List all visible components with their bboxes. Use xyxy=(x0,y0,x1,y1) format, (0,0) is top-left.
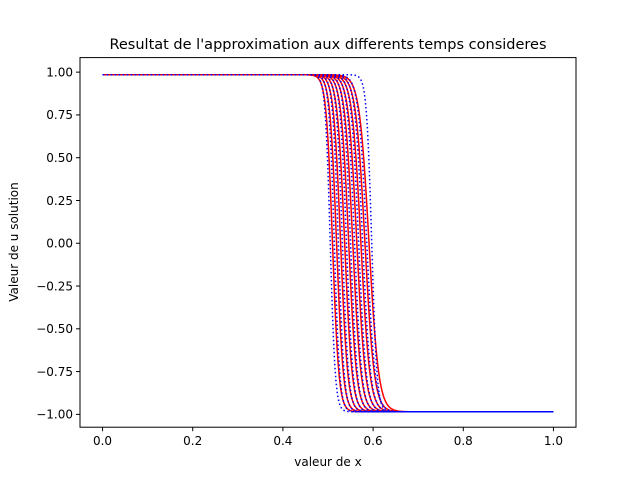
x-axis-label: valeur de x xyxy=(294,455,361,469)
series-layer xyxy=(102,73,554,413)
dotted-series-line-11 xyxy=(102,73,554,413)
chart-title: Resultat de l'approximation aux differen… xyxy=(109,37,546,53)
solid-series-line-7 xyxy=(102,73,554,413)
y-axis-label: Valeur de u solution xyxy=(7,182,21,301)
x-tick-label: 0.6 xyxy=(364,434,383,448)
dotted-series-line-14 xyxy=(102,73,554,413)
y-tick-label: 0.00 xyxy=(46,237,73,251)
dotted-series-line-12 xyxy=(102,73,554,413)
x-tick-label: 0.2 xyxy=(183,434,202,448)
y-tick-label: 1.00 xyxy=(46,65,73,79)
dotted-series-line-18 xyxy=(102,73,554,413)
dotted-series-line-10 xyxy=(102,73,554,413)
dotted-series-line-15 xyxy=(102,73,554,413)
solid-series-line-8 xyxy=(102,73,554,413)
solid-series-line-1 xyxy=(102,73,554,413)
x-axis: 0.0 0.2 0.4 0.6 0.8 1.0 xyxy=(93,427,563,448)
solid-series-line-2 xyxy=(102,73,554,413)
y-tick-label: −0.50 xyxy=(36,322,73,336)
y-tick-label: 0.75 xyxy=(46,108,73,122)
plot-frame xyxy=(79,57,577,428)
solid-series-line-6 xyxy=(102,73,554,413)
solid-series-line-3 xyxy=(102,73,554,413)
y-axis: −1.00 −0.75 −0.50 −0.25 0.00 0.25 0.50 0.75 1.00 xyxy=(36,65,80,422)
dotted-series-line-19 xyxy=(102,73,554,413)
x-tick-label: 0.0 xyxy=(93,434,112,448)
dotted-series-line-13 xyxy=(102,73,554,413)
dotted-series-line-16 xyxy=(102,73,554,413)
y-tick-label: −0.75 xyxy=(36,365,73,379)
x-tick-label: 0.8 xyxy=(454,434,473,448)
solid-series-line-5 xyxy=(102,73,554,413)
solid-series-line-9 xyxy=(102,73,554,413)
solid-series-line-4 xyxy=(102,73,554,413)
solid-series-line-0 xyxy=(102,73,554,413)
y-tick-label: 0.50 xyxy=(46,151,73,165)
y-tick-label: 0.25 xyxy=(46,194,73,208)
x-tick-label: 0.4 xyxy=(273,434,292,448)
dotted-series-line-20 xyxy=(102,73,554,413)
dotted-series-line-17 xyxy=(102,73,554,413)
y-tick-label: −1.00 xyxy=(36,408,73,422)
x-tick-label: 1.0 xyxy=(544,434,563,448)
y-tick-label: −0.25 xyxy=(36,279,73,293)
